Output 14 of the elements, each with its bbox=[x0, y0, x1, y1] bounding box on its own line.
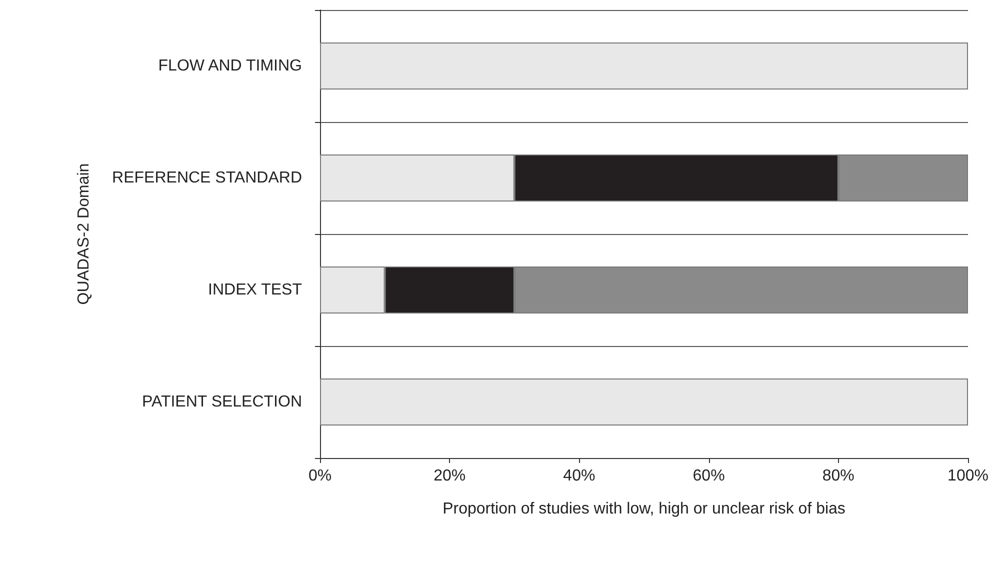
x-tick-label: 60% bbox=[692, 468, 725, 484]
y-tick-label: FLOW AND TIMING bbox=[158, 58, 302, 74]
y-tick-label: PATIENT SELECTION bbox=[142, 394, 302, 410]
bar bbox=[320, 42, 968, 90]
y-axis-title: QUADAS-2 Domain bbox=[76, 163, 92, 305]
x-tick-label: 40% bbox=[563, 468, 596, 484]
x-axis-title: Proportion of studies with low, high or unclear risk of bias bbox=[442, 500, 846, 518]
x-tick-label: 80% bbox=[822, 468, 854, 484]
x-tick-label: 100% bbox=[948, 468, 988, 484]
bar bbox=[320, 378, 968, 426]
y-tick-label: INDEX TEST bbox=[208, 282, 302, 298]
y-tick-label: REFERENCE STANDARD bbox=[112, 170, 302, 186]
x-tick-label: 0% bbox=[308, 468, 332, 484]
x-tick-label: 20% bbox=[434, 468, 466, 484]
